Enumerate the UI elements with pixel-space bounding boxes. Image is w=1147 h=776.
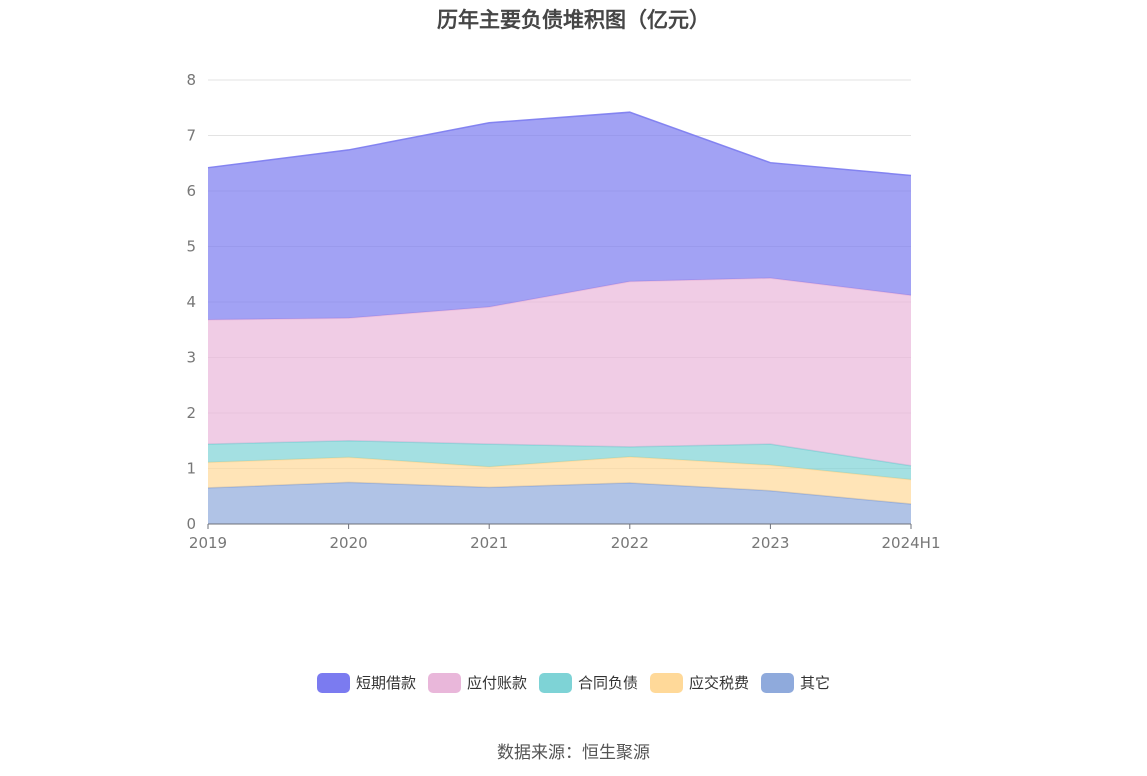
x-tick-label: 2021 [470, 534, 508, 552]
source-note: 数据来源：恒生聚源 [497, 743, 650, 763]
legend: 短期借款 应付账款 合同负债 应交税费 其它 [0, 672, 1147, 693]
legend-label: 其它 [800, 674, 831, 692]
area-series-2 [208, 440, 911, 480]
legend-swatch [761, 672, 795, 693]
legend-item[interactable]: 应交税费 [650, 672, 749, 693]
y-tick-label: 4 [186, 293, 196, 311]
legend-item[interactable]: 应付账款 [427, 672, 527, 693]
x-tick-label: 2019 [189, 534, 227, 552]
legend-label: 应付账款 [466, 674, 527, 692]
x-tick-label: 2024H1 [882, 534, 941, 552]
legend-item[interactable]: 其它 [761, 672, 830, 693]
area-series-0 [208, 482, 911, 524]
x-tick-label: 2022 [611, 534, 649, 552]
area-series-1 [208, 456, 911, 505]
y-tick-label: 0 [186, 515, 196, 533]
series-line-4 [207, 111, 912, 177]
legend-label: 应交税费 [689, 674, 750, 692]
chart-title: 历年主要负债堆积图（亿元） [437, 8, 710, 32]
y-tick-label: 7 [186, 127, 196, 145]
y-tick-label: 6 [186, 182, 196, 200]
area-series-4 [208, 112, 911, 320]
y-tick-label: 2 [186, 404, 196, 422]
legend-item[interactable]: 短期借款 [316, 672, 416, 693]
y-tick-label: 5 [186, 238, 196, 256]
axes: 0 1 2 3 4 5 6 7 8 2019 2020 2021 2022 2023 2024H1 [186, 71, 940, 552]
legend-swatch [650, 672, 683, 693]
x-tick-label: 2020 [330, 534, 368, 552]
y-tick-label: 3 [186, 349, 196, 367]
legend-swatch [316, 672, 350, 693]
legend-item[interactable]: 合同负债 [538, 672, 638, 693]
legend-label: 合同负债 [577, 674, 638, 692]
legend-label: 短期借款 [355, 674, 416, 692]
y-tick-label: 1 [186, 460, 196, 478]
x-tick-label: 2023 [751, 534, 789, 552]
legend-swatch [538, 672, 572, 693]
y-tick-label: 8 [186, 71, 196, 89]
area-series [207, 111, 912, 524]
legend-swatch [427, 672, 461, 693]
area-series-3 [208, 278, 911, 466]
